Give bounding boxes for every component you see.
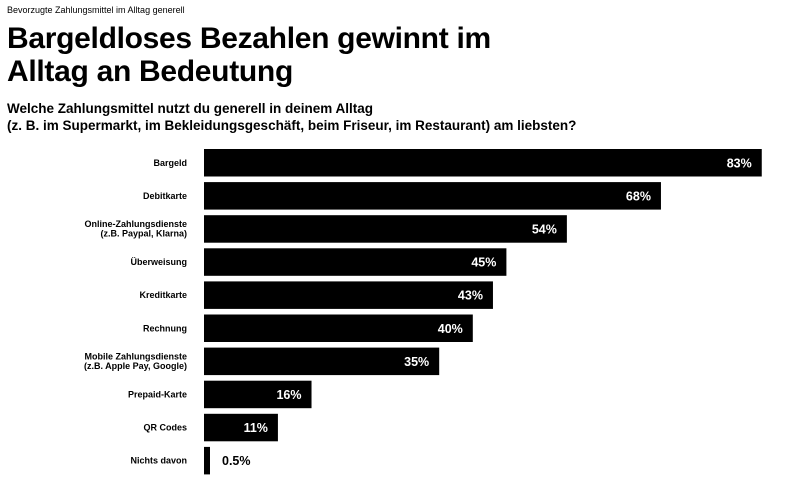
category-label-3: Überweisung	[130, 257, 187, 267]
value-label-3: 45%	[471, 256, 496, 270]
category-label-2-line-0: Online-Zahlungsdienste	[84, 219, 187, 229]
chart-title-line-2: Alltag an Bedeutung	[7, 55, 293, 88]
value-label-8: 11%	[244, 421, 268, 435]
bar-9	[204, 446, 210, 475]
value-label-2: 54%	[532, 222, 557, 236]
bar-5	[204, 314, 473, 342]
bar-7	[204, 380, 312, 409]
chart-question-line-1: Welche Zahlungsmittel nutzt du generell …	[7, 101, 374, 116]
bar-2	[204, 215, 567, 243]
bar-8	[204, 413, 278, 442]
value-label-7: 16%	[276, 388, 301, 402]
bar-0	[204, 149, 762, 177]
value-label-9: 0.5%	[222, 454, 251, 468]
value-label-4: 43%	[458, 289, 483, 303]
chart-question-line-2: (z. B. im Supermarkt, im Bekleidungsgesc…	[7, 118, 577, 133]
value-label-5: 40%	[438, 322, 463, 336]
category-label-1: Debitkarte	[143, 191, 187, 201]
chart-title: Bargeldloses Bezahlen gewinnt im Alltag …	[7, 22, 491, 88]
bar-4	[204, 281, 493, 309]
category-label-2-line-1: (z.B. Paypal, Klarna)	[100, 229, 187, 239]
bar-3	[204, 248, 507, 276]
chart-title-line-1: Bargeldloses Bezahlen gewinnt im	[7, 22, 491, 55]
category-label-6-line-1: (z.B. Apple Pay, Google)	[84, 361, 187, 371]
category-label-7: Prepaid-Karte	[128, 389, 187, 399]
value-label-1: 68%	[626, 189, 651, 203]
chart-kicker: Bevorzugte Zahlungsmittel im Alltag gene…	[7, 5, 185, 15]
category-label-4: Kreditkarte	[139, 290, 187, 300]
value-label-0: 83%	[727, 156, 752, 170]
category-label-0: Bargeld	[153, 158, 187, 168]
category-label-5: Rechnung	[143, 323, 187, 333]
category-label-8: QR Codes	[143, 423, 187, 433]
category-label-9: Nichts davon	[130, 456, 187, 466]
category-label-6-line-0: Mobile Zahlungsdienste	[84, 352, 187, 362]
bar-1	[204, 182, 661, 210]
bar-6	[204, 347, 440, 376]
chart-question: Welche Zahlungsmittel nutzt du generell …	[7, 100, 576, 134]
value-label-6: 35%	[404, 355, 429, 369]
